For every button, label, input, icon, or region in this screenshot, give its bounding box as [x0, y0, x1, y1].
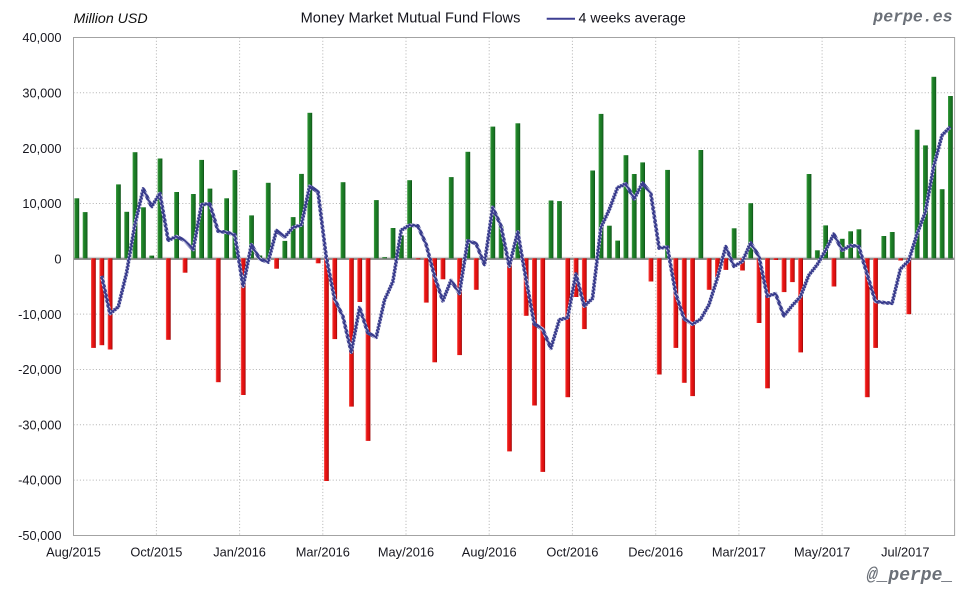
svg-text:@_perpe_: @_perpe_ — [867, 566, 953, 586]
svg-text:Money Market Mutual Fund Flows: Money Market Mutual Fund Flows — [301, 11, 521, 27]
svg-text:4 weeks average: 4 weeks average — [579, 11, 686, 27]
svg-text:Dec/2016: Dec/2016 — [628, 545, 683, 560]
svg-text:-10,000: -10,000 — [18, 307, 61, 322]
svg-text:Mar/2017: Mar/2017 — [712, 545, 766, 560]
svg-text:Oct/2016: Oct/2016 — [546, 545, 598, 560]
svg-text:perpe.es: perpe.es — [872, 8, 952, 27]
svg-text:Jan/2016: Jan/2016 — [213, 545, 266, 560]
svg-text:Mar/2016: Mar/2016 — [296, 545, 350, 560]
svg-text:40,000: 40,000 — [22, 30, 61, 45]
svg-text:20,000: 20,000 — [22, 141, 61, 156]
svg-text:Aug/2016: Aug/2016 — [462, 545, 517, 560]
svg-text:Jul/2017: Jul/2017 — [881, 545, 929, 560]
svg-text:10,000: 10,000 — [22, 196, 61, 211]
svg-text:Aug/2015: Aug/2015 — [46, 545, 101, 560]
svg-text:-20,000: -20,000 — [18, 362, 61, 377]
svg-text:Million USD: Million USD — [74, 11, 148, 27]
svg-text:Oct/2015: Oct/2015 — [130, 545, 182, 560]
svg-text:30,000: 30,000 — [22, 85, 61, 100]
svg-text:-40,000: -40,000 — [18, 473, 61, 488]
svg-text:May/2016: May/2016 — [378, 545, 434, 560]
svg-text:May/2017: May/2017 — [794, 545, 850, 560]
svg-text:-50,000: -50,000 — [18, 528, 61, 543]
svg-text:0: 0 — [54, 251, 61, 266]
svg-text:-30,000: -30,000 — [18, 417, 61, 432]
